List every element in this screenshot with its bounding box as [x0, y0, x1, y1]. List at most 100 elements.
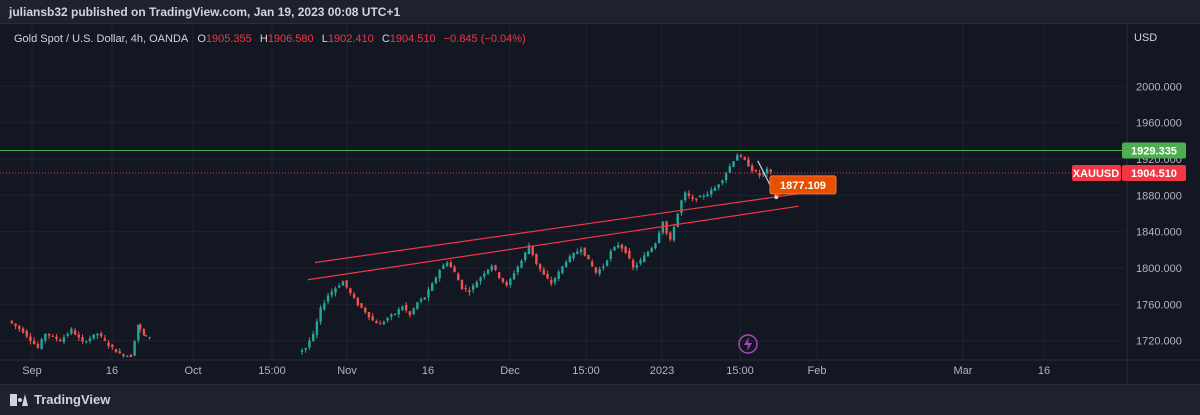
tradingview-brand[interactable]: TradingView	[10, 392, 110, 407]
candle-body	[583, 247, 586, 256]
candle-body	[404, 304, 408, 311]
candle-body	[512, 273, 516, 280]
candle-body	[25, 331, 28, 337]
candle-body	[620, 244, 624, 249]
candle-body	[576, 251, 579, 254]
candle-body	[51, 335, 54, 337]
publish-header: juliansb32 published on TradingView.com,…	[0, 0, 1200, 24]
candle-body	[427, 289, 430, 298]
candle-body	[769, 169, 772, 172]
low-value: 1902.410	[327, 33, 374, 45]
chart-area[interactable]: 2000.000 1960.000 1920.000 1880.000 1840.000…	[0, 24, 1200, 384]
candle-body	[743, 157, 746, 160]
candle-body	[561, 266, 564, 273]
candle-body	[360, 303, 363, 308]
candle-body	[438, 270, 441, 279]
candle-body	[546, 273, 549, 279]
candle-body	[579, 249, 583, 253]
candle-body	[572, 253, 575, 259]
candle-body	[747, 159, 750, 167]
candle-body	[497, 272, 501, 279]
high-value: 1906.580	[267, 33, 314, 45]
ohlc-legend: Gold Spot / U.S. Dollar, 4h, OANDA O1905…	[14, 33, 526, 45]
candle-body	[754, 170, 758, 172]
candle-body	[501, 278, 505, 283]
symbol-tag-text: XAUUSD	[1073, 168, 1120, 180]
candle-body	[762, 172, 765, 175]
level-price-text: 1929.335	[1131, 145, 1177, 157]
candle-body	[527, 245, 531, 255]
time-tick-label: Sep	[22, 365, 42, 377]
candle-body	[349, 288, 352, 293]
candle-body	[449, 262, 453, 267]
candle-body	[375, 320, 378, 324]
candles	[10, 152, 772, 358]
footer-bar: TradingView	[0, 384, 1200, 415]
candle-body	[408, 311, 412, 315]
candle-body	[732, 161, 735, 167]
candle-body	[338, 285, 341, 288]
time-tick-label: Feb	[808, 365, 827, 377]
price-tick-label: 1880.000	[1136, 190, 1182, 202]
candle-body	[479, 277, 482, 282]
candle-body	[96, 333, 99, 336]
candle-body	[412, 308, 415, 314]
candle-body	[32, 340, 36, 344]
candle-body	[445, 262, 449, 266]
time-tick-label: Dec	[500, 365, 520, 377]
change-value: −0.845 (−0.04%)	[443, 33, 526, 45]
candle-body	[643, 255, 646, 262]
candle-body	[702, 195, 705, 197]
candle-body	[665, 221, 668, 234]
candle-body	[364, 307, 367, 313]
candle-body	[758, 172, 761, 176]
price-chart[interactable]: 2000.0001960.0001920.0001880.0001840.000…	[0, 24, 1200, 384]
candle-body	[691, 196, 694, 199]
candle-body	[535, 253, 538, 264]
candle-body	[323, 303, 326, 310]
candle-body	[144, 335, 147, 337]
candle-body	[133, 341, 136, 356]
low-label: L	[321, 33, 328, 45]
candle-body	[669, 232, 672, 240]
candle-body	[728, 166, 732, 173]
candle-body	[442, 265, 445, 269]
price-tick-label: 1840.000	[1136, 227, 1182, 239]
candle-body	[617, 244, 620, 248]
lightning-icon[interactable]	[738, 334, 758, 354]
candle-body	[594, 267, 598, 273]
candle-body	[605, 260, 609, 266]
candle-body	[300, 350, 304, 352]
candle-body	[524, 252, 527, 260]
candle-body	[371, 316, 374, 321]
candle-body	[59, 339, 62, 342]
candle-body	[590, 261, 594, 267]
candle-body	[468, 290, 471, 293]
price-callout: 1877.109	[769, 175, 837, 197]
time-tick-label: 15:00	[572, 365, 600, 377]
candle-body	[505, 282, 508, 286]
candle-body	[471, 285, 475, 290]
candle-body	[494, 265, 497, 270]
currency-label[interactable]: USD	[1134, 32, 1158, 44]
candle-body	[73, 330, 77, 335]
open-value: 1905.355	[205, 33, 252, 45]
candle-body	[111, 344, 114, 348]
candle-body	[18, 325, 21, 330]
candle-body	[77, 334, 81, 338]
candle-body	[88, 338, 92, 341]
candle-body	[431, 283, 434, 291]
candle-body	[62, 337, 66, 342]
candle-body	[538, 263, 542, 270]
last-price-text: 1904.510	[1131, 168, 1177, 180]
candle-body	[661, 221, 665, 233]
candle-body	[717, 184, 720, 188]
candle-body	[721, 180, 724, 184]
candle-body	[352, 293, 356, 298]
candle-body	[460, 279, 464, 290]
candle-body	[639, 260, 642, 264]
candle-body	[657, 232, 661, 243]
candle-body	[81, 337, 84, 342]
candle-body	[490, 265, 493, 271]
candle-body	[129, 354, 133, 358]
